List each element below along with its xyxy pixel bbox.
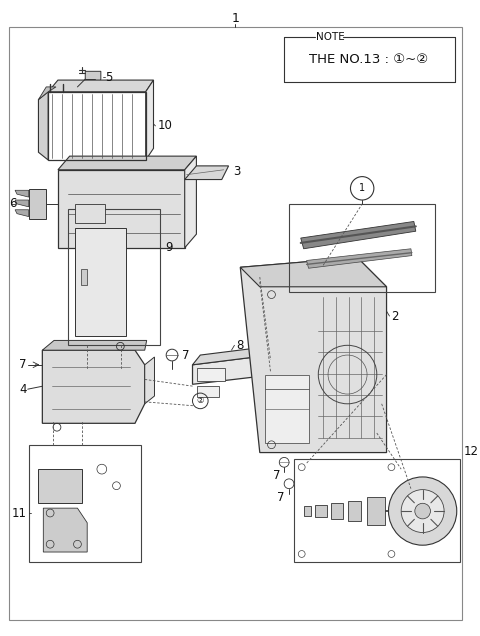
Text: 7: 7 — [182, 349, 189, 361]
Bar — [264, 375, 309, 443]
Text: 1: 1 — [359, 183, 365, 193]
Polygon shape — [240, 258, 386, 287]
Bar — [304, 506, 312, 516]
Bar — [75, 228, 126, 336]
Polygon shape — [15, 210, 29, 217]
Polygon shape — [240, 258, 386, 453]
Polygon shape — [192, 355, 276, 384]
Text: 12: 12 — [464, 445, 479, 458]
Text: THE NO.13 : ①~②: THE NO.13 : ①~② — [310, 53, 429, 66]
Text: 10: 10 — [157, 120, 172, 132]
Polygon shape — [58, 156, 196, 170]
Bar — [315, 505, 327, 517]
Polygon shape — [145, 357, 155, 404]
Text: 7: 7 — [273, 469, 280, 483]
Polygon shape — [42, 340, 147, 350]
Circle shape — [401, 490, 444, 532]
Bar — [197, 368, 225, 382]
Text: 2: 2 — [391, 310, 399, 322]
Bar — [38, 469, 83, 503]
Polygon shape — [48, 80, 154, 92]
Bar — [29, 445, 141, 562]
Polygon shape — [301, 221, 416, 249]
Polygon shape — [85, 71, 101, 85]
Polygon shape — [15, 200, 29, 207]
Bar — [367, 497, 384, 525]
Bar — [81, 269, 87, 285]
Polygon shape — [307, 249, 412, 268]
Circle shape — [415, 503, 431, 519]
Text: 6: 6 — [9, 197, 17, 211]
Polygon shape — [38, 87, 56, 100]
Bar — [48, 92, 146, 160]
Text: 7: 7 — [19, 358, 26, 371]
Text: 5: 5 — [105, 71, 112, 84]
Polygon shape — [146, 80, 154, 160]
Bar — [197, 386, 219, 397]
Polygon shape — [43, 508, 87, 552]
Text: 3: 3 — [233, 165, 241, 178]
Text: NOTE: NOTE — [316, 32, 345, 42]
Bar — [75, 204, 105, 223]
Bar — [289, 204, 435, 292]
Polygon shape — [15, 190, 29, 197]
Polygon shape — [29, 190, 46, 219]
Polygon shape — [42, 350, 145, 424]
Text: ②: ② — [196, 396, 204, 405]
Polygon shape — [185, 156, 196, 248]
Polygon shape — [38, 92, 48, 160]
Polygon shape — [192, 345, 278, 365]
Bar — [68, 209, 160, 345]
Bar — [331, 503, 343, 519]
Text: 1: 1 — [231, 12, 240, 25]
Bar — [294, 459, 460, 562]
Text: 9: 9 — [165, 241, 173, 254]
Text: 4: 4 — [19, 383, 26, 396]
Text: 11: 11 — [12, 506, 27, 520]
Text: 7: 7 — [277, 491, 285, 504]
Bar — [348, 501, 361, 521]
Polygon shape — [58, 170, 185, 248]
Circle shape — [388, 477, 457, 545]
Polygon shape — [185, 166, 228, 179]
Text: 8: 8 — [236, 339, 244, 352]
